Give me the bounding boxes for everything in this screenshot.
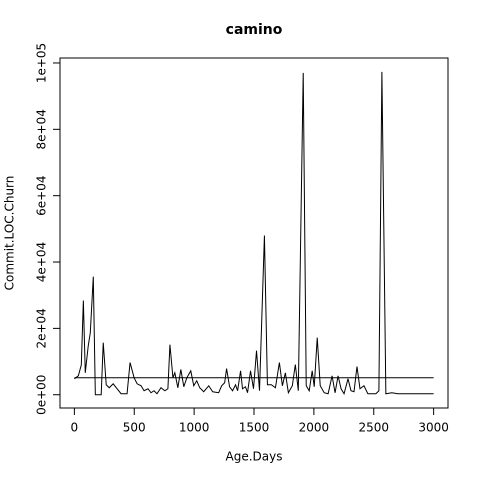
y-tick-label: 1e+05 (35, 43, 49, 83)
x-tick-label: 3000 (418, 421, 449, 435)
data-line (74, 71, 434, 396)
y-tick-label: 6e+04 (35, 176, 49, 216)
x-tick-label: 2500 (358, 421, 389, 435)
x-tick-label: 500 (123, 421, 146, 435)
x-tick-label: 0 (71, 421, 79, 435)
y-axis-label: Commit.LOC.Churn (3, 176, 17, 291)
y-tick-label: 0e+00 (35, 375, 49, 415)
x-tick-label: 1000 (179, 421, 210, 435)
x-tick-label: 1500 (239, 421, 270, 435)
y-tick-label: 8e+04 (35, 109, 49, 149)
x-tick-label: 2000 (299, 421, 330, 435)
x-axis-label: Age.Days (226, 450, 283, 464)
chart-title: camino (226, 22, 283, 38)
y-tick-label: 4e+04 (35, 242, 49, 282)
y-tick-label: 2e+04 (35, 308, 49, 348)
